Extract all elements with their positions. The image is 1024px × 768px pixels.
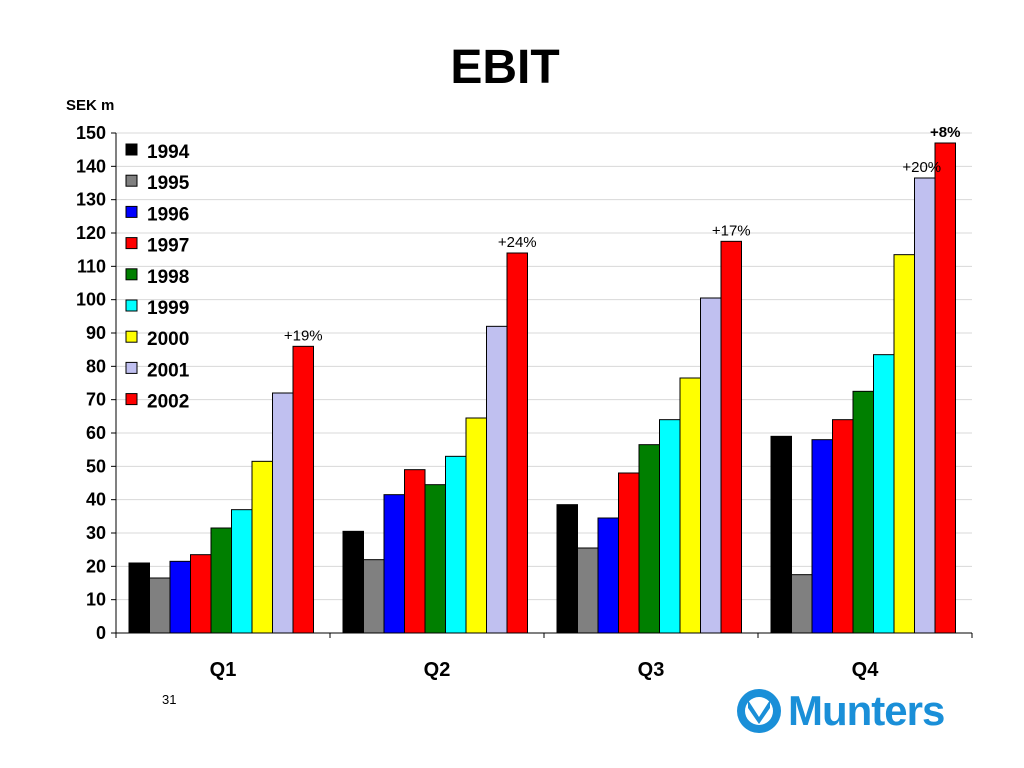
bar-q3-1994 [556, 504, 578, 634]
annotation-q2: +24% [498, 234, 537, 251]
bar-q2-1998 [424, 484, 446, 634]
y-tick-label: 50 [86, 456, 106, 476]
axes [111, 132, 973, 638]
annotation-q3: +17% [712, 222, 751, 239]
legend-swatch-1999 [125, 299, 138, 312]
legend-swatch-1997 [125, 237, 138, 250]
y-tick-labels: 0 10 20 30 40 50 60 70 80 90 100 110 120 130 140 150 [76, 123, 106, 643]
legend-label-2001: 2001 [147, 360, 190, 381]
legend-swatch-2001 [125, 361, 138, 374]
munters-logo-text: Munters [788, 687, 945, 734]
y-tick-label: 140 [76, 156, 106, 176]
bar-q2-2000 [465, 417, 487, 634]
legend-swatch-1994 [125, 143, 138, 156]
annotations: +19% +24% +17% +20% +8% [284, 124, 961, 344]
y-tick-label: 90 [86, 323, 106, 343]
y-tick-label: 150 [76, 123, 106, 143]
y-tick-label: 110 [77, 256, 106, 276]
bar-q4-1996 [811, 439, 833, 634]
bar-q3-1997 [618, 472, 640, 634]
y-tick-label: 30 [86, 523, 106, 543]
bar-q1-1994 [128, 562, 150, 634]
bar-q3-1999 [659, 419, 681, 634]
y-tick-label: 10 [86, 590, 106, 610]
y-tick-label: 20 [86, 556, 106, 576]
bar-q1-1997 [190, 554, 212, 634]
bar-q1-2002 [292, 345, 314, 634]
y-tick-label: 100 [76, 290, 106, 310]
x-category-label: Q4 [852, 659, 880, 681]
legend-swatch-1995 [125, 174, 138, 187]
bar-q3-2000 [679, 377, 701, 634]
x-category-label: Q3 [638, 659, 665, 681]
y-tick-label: 130 [76, 190, 106, 210]
legend-label-1996: 1996 [147, 204, 189, 225]
bar-q4-1994 [770, 435, 792, 634]
bar-q2-1994 [342, 530, 364, 634]
legend-swatch-1998 [125, 268, 138, 281]
bar-q4-1998 [852, 390, 874, 634]
bar-q1-2000 [251, 460, 273, 634]
bar-q2-1995 [363, 559, 385, 634]
legend-label-2002: 2002 [147, 392, 189, 413]
bar-q4-2000 [893, 254, 915, 634]
legend-label-1995: 1995 [147, 173, 190, 194]
bar-q4-1997 [832, 419, 854, 634]
x-category-labels: Q1 Q2 Q3 Q4 [210, 659, 880, 681]
legend-label-1998: 1998 [147, 267, 189, 288]
y-tick-label: 60 [86, 423, 106, 443]
legend-label-2000: 2000 [147, 329, 189, 350]
bar-q1-1999 [231, 509, 253, 634]
y-tick-label: 0 [96, 623, 106, 643]
bar-q2-1999 [445, 455, 467, 634]
bar-q1-1996 [169, 560, 191, 634]
legend-label-1994: 1994 [147, 142, 190, 163]
legend: 1994 1995 1996 1997 1998 1999 2000 2001 2002 [125, 142, 190, 413]
legend-swatch-1996 [125, 205, 138, 218]
x-category-label: Q1 [210, 659, 237, 681]
bar-q3-1995 [577, 547, 599, 634]
bar-q2-1996 [383, 494, 405, 634]
y-tick-label: 80 [86, 356, 106, 376]
bar-q4-1999 [873, 354, 895, 634]
bar-q3-1998 [638, 444, 660, 634]
bar-q2-2001 [486, 325, 508, 634]
bar-q3-1996 [597, 517, 619, 634]
bar-q3-2001 [700, 297, 722, 634]
bars [128, 142, 956, 634]
legend-label-1999: 1999 [147, 298, 189, 319]
legend-swatch-2000 [125, 330, 138, 343]
page-number: 31 [162, 692, 177, 707]
y-tick-label: 70 [86, 390, 106, 410]
x-category-label: Q2 [424, 659, 451, 681]
bar-q3-2002 [720, 240, 742, 634]
bar-q1-1995 [149, 577, 171, 634]
munters-logo-icon [737, 689, 781, 733]
bar-q2-1997 [404, 469, 426, 634]
bar-q1-2001 [272, 392, 294, 634]
bar-q4-2001 [914, 177, 936, 634]
bar-q1-1998 [210, 527, 232, 634]
munters-logo: Munters [734, 686, 960, 738]
y-tick-label: 120 [76, 223, 106, 243]
chart-title: EBIT [450, 41, 560, 94]
y-tick-label: 40 [86, 490, 106, 510]
bar-q4-2002 [934, 142, 956, 634]
annotation-q4: +8% [930, 124, 960, 141]
y-axis-unit-label: SEK m [66, 97, 115, 114]
legend-label-1997: 1997 [147, 236, 189, 257]
legend-swatch-2002 [125, 393, 138, 406]
bar-q4-1995 [791, 574, 813, 634]
gridlines [116, 132, 972, 601]
annotation-q4: +20% [902, 159, 941, 176]
bar-q2-2002 [506, 252, 528, 634]
annotation-q1: +19% [284, 327, 323, 344]
